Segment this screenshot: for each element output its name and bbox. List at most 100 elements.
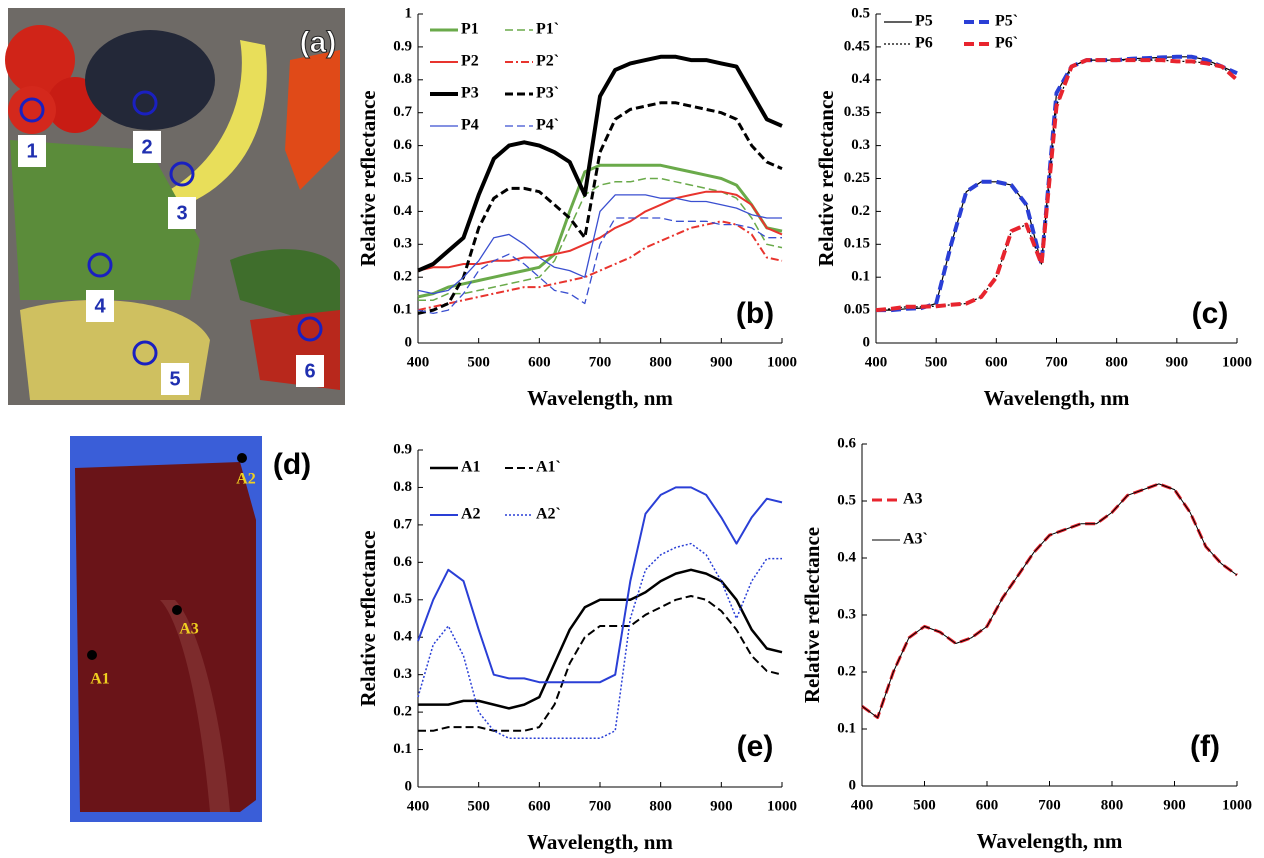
x-tick-label: 600 [528, 798, 551, 814]
y-tick-label: 0.3 [393, 666, 412, 682]
series-line [418, 568, 783, 710]
x-tick-label: 400 [407, 354, 430, 370]
photo-a: 1 2 3 4 5 6 (a) [5, 8, 345, 405]
y-tick-label: 0.1 [851, 269, 870, 285]
chart: 0 0.1 0.2 0.3 0.4 0.5 0.6 0.7 0.8 0.9 400 500 600 700… [356, 441, 797, 853]
y-tick-label: 0.45 [844, 38, 870, 54]
x-tick-label: 800 [1105, 354, 1128, 370]
x-tick-label: 900 [710, 354, 733, 370]
x-tick-label: 900 [1166, 354, 1189, 370]
x-tick-label: 700 [589, 798, 612, 814]
y-tick-label: 0.5 [393, 591, 412, 607]
y-tick-label: 0 [405, 778, 413, 794]
panel-label: (e) [737, 730, 774, 763]
y-tick-label: 0.3 [851, 137, 870, 153]
y-tick-label: 0.3 [837, 606, 856, 622]
marker-label: 4 [94, 295, 106, 317]
x-tick-label: 700 [1038, 797, 1061, 813]
x-tick-label: 1000 [1222, 354, 1252, 370]
legend-label: A3` [903, 531, 928, 548]
x-tick-label: 800 [649, 798, 672, 814]
y-tick-label: 0 [863, 334, 871, 350]
x-tick-label: 400 [851, 797, 874, 813]
panel-label: (f) [1190, 730, 1220, 763]
x-tick-label: 800 [1101, 797, 1124, 813]
point-label: A3 [179, 621, 199, 638]
y-tick-label: 0.6 [393, 137, 412, 153]
pepper [285, 50, 340, 190]
y-tick-label: 0.25 [844, 170, 870, 186]
legend-label: P4 [461, 117, 479, 134]
marker-label: 6 [304, 360, 315, 382]
y-axis-title: Relative reflectance [356, 530, 380, 706]
marker-label: 5 [169, 368, 180, 390]
y-tick-label: 0.8 [393, 479, 412, 495]
series-line [417, 220, 783, 312]
series-line [876, 54, 1238, 313]
series-line [417, 217, 782, 315]
x-tick-label: 700 [589, 354, 612, 370]
y-tick-label: 0.1 [837, 720, 856, 736]
meat [75, 462, 256, 812]
panel-label: (c) [1192, 297, 1229, 330]
y-tick-label: 0.7 [393, 104, 412, 120]
y-tick-label: 0.4 [393, 203, 412, 219]
series-line [417, 194, 782, 295]
x-tick-label: 600 [976, 797, 999, 813]
x-tick-label: 1000 [767, 354, 797, 370]
x-tick-label: 500 [467, 798, 490, 814]
point-label: A1 [90, 671, 110, 688]
panel-label: (a) [300, 26, 337, 59]
legend-label: P3` [536, 85, 559, 102]
legend-label: P6 [915, 35, 933, 52]
panel-label: (b) [736, 297, 774, 330]
x-tick-label: 400 [865, 354, 888, 370]
series-line [417, 542, 782, 740]
chart: 0 0.05 0.1 0.15 0.2 0.25 0.3 0.35 0.4 0.45 0.5 400 5… [814, 5, 1252, 409]
y-tick-label: 0.6 [393, 554, 412, 570]
legend-label: P6` [995, 35, 1018, 52]
y-tick-label: 0.4 [393, 629, 412, 645]
y-axis-title: Relative reflectance [356, 90, 380, 266]
y-tick-label: 0.4 [837, 549, 856, 565]
y-tick-label: 0.2 [837, 663, 856, 679]
x-tick-label: 1000 [1222, 797, 1252, 813]
point [172, 605, 182, 615]
x-tick-label: 500 [467, 354, 490, 370]
y-tick-label: 0.2 [393, 269, 412, 285]
x-axis-title: Wavelength, nm [977, 829, 1123, 853]
series-line [861, 483, 1238, 719]
point [237, 453, 247, 463]
x-tick-label: 400 [407, 798, 430, 814]
point [87, 650, 97, 660]
red-leaf [250, 310, 340, 390]
y-tick-label: 0.1 [393, 302, 412, 318]
y-axis-title: Relative reflectance [800, 527, 824, 703]
legend-label: P3 [461, 85, 479, 102]
y-axis-title: Relative reflectance [814, 90, 838, 266]
legend-label: A3 [903, 491, 923, 508]
y-tick-label: 0.05 [844, 302, 870, 318]
x-axis-title: Wavelength, nm [984, 386, 1130, 410]
x-tick-label: 500 [925, 354, 948, 370]
x-tick-label: 600 [985, 354, 1008, 370]
lettuce [10, 140, 200, 300]
legend-label: P5` [995, 13, 1018, 30]
x-axis-title: Wavelength, nm [527, 386, 673, 410]
panel-label: (d) [273, 448, 311, 481]
x-tick-label: 600 [528, 354, 551, 370]
y-tick-label: 0.1 [393, 741, 412, 757]
y-tick-label: 0.2 [851, 203, 870, 219]
x-tick-label: 1000 [767, 798, 797, 814]
series-line [417, 163, 783, 299]
series-line [417, 101, 783, 315]
y-tick-label: 0.5 [393, 170, 412, 186]
photo-d: A1 A2 A3 (d) [70, 436, 311, 822]
series-line [417, 190, 783, 272]
legend-label: P1 [461, 21, 479, 38]
y-tick-label: 0.9 [393, 38, 412, 54]
series-line [417, 54, 783, 273]
legend-label: A2 [461, 506, 481, 523]
marker-boxes [18, 131, 324, 395]
